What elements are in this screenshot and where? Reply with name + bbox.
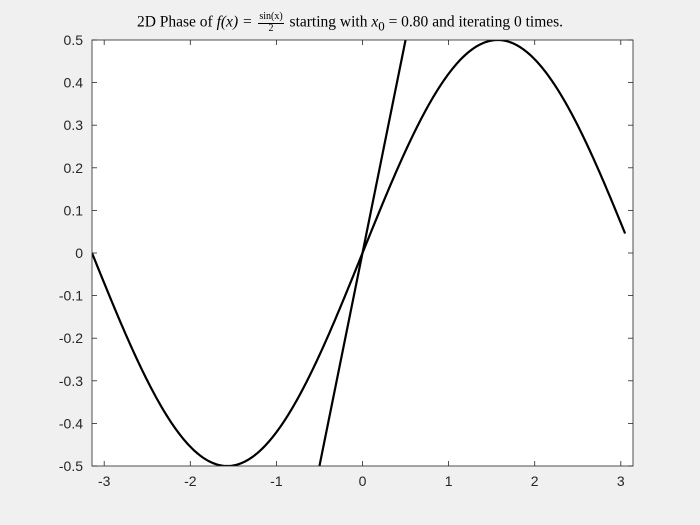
title-function: f(x) = (216, 13, 257, 31)
title-x0-subscript: 0 (378, 18, 385, 34)
title-x0-value: = 0.80 (384, 13, 429, 31)
title-fraction: sin(x) 2 (258, 11, 284, 34)
y-tick-label: 0.2 (64, 160, 84, 176)
y-tick-label: 0.1 (64, 202, 84, 218)
x-tick-label: 1 (445, 473, 453, 489)
x-tick-label: -1 (270, 473, 283, 489)
y-tick-label: 0.4 (64, 75, 84, 91)
x-tick-label: 0 (359, 473, 367, 489)
y-tick-label: 0.3 (64, 117, 84, 133)
title-fraction-denominator: 2 (268, 22, 274, 34)
title-x0-variable: x (371, 13, 379, 31)
title-middle: starting with (289, 13, 368, 31)
y-tick-label: -0.2 (59, 330, 83, 346)
y-tick-label: 0 (75, 245, 83, 261)
y-tick-label: -0.3 (59, 373, 83, 389)
sine-curve (92, 40, 627, 466)
title-suffix: and iterating 0 times. (432, 13, 564, 31)
y-tick-label: -0.5 (59, 458, 83, 474)
x-tick-label: -2 (184, 473, 197, 489)
x-tick-label: 3 (617, 473, 625, 489)
y-tick-label: -0.4 (59, 415, 83, 431)
y-tick-label: 0.5 (64, 32, 84, 48)
title-fraction-numerator: sin(x) (258, 11, 284, 24)
x-tick-label: -3 (98, 473, 111, 489)
title-prefix: 2D Phase of (136, 13, 213, 31)
identity-line (318, 40, 407, 466)
chart-title: 2D Phase of f(x) = sin(x) 2 starting with… (0, 11, 700, 35)
x-tick-label: 2 (531, 473, 539, 489)
y-tick-label: -0.1 (59, 288, 83, 304)
